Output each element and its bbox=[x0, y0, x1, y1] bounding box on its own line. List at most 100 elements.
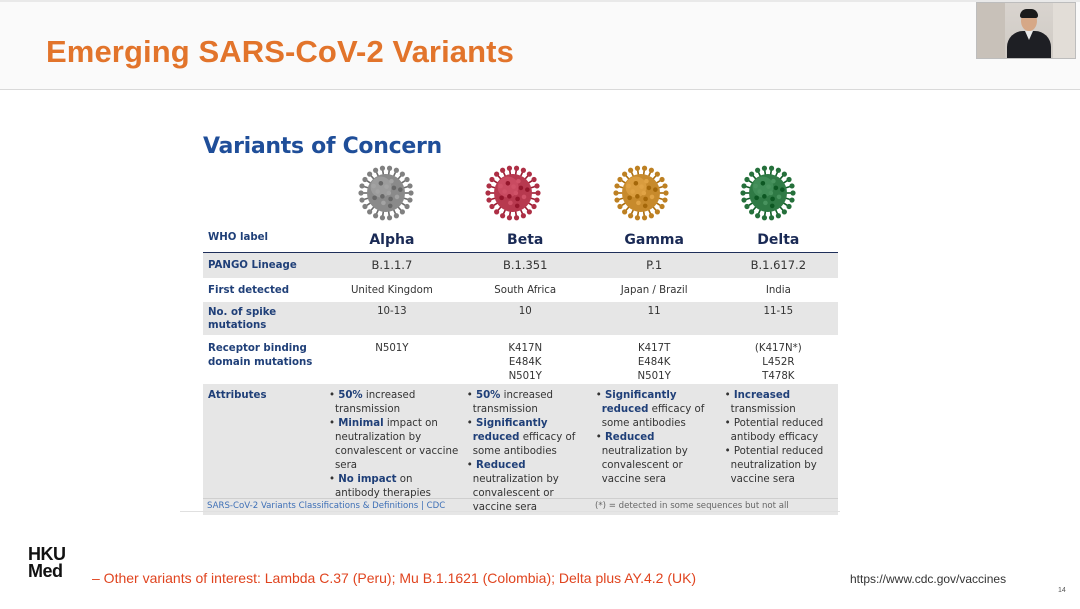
figure-footer: SARS-CoV-2 Variants Classifications & De… bbox=[203, 498, 838, 512]
rbd-gamma: K417T E484K N501Y bbox=[590, 335, 719, 384]
logo-line-1: HKU bbox=[28, 544, 66, 564]
first-detected-row: First detected United Kingdom South Afri… bbox=[203, 278, 838, 302]
first-alpha: United Kingdom bbox=[350, 284, 433, 296]
attribute-text: on antibody therapies bbox=[335, 474, 431, 499]
attribute-text: Potential reduced neutralization by vacc… bbox=[730, 446, 824, 485]
logo-line-2: Med bbox=[28, 561, 63, 581]
attribute-bullet: • No impact on antibody therapies bbox=[329, 474, 431, 499]
rbd-mutation: L452R bbox=[762, 357, 795, 368]
webcam-background-left bbox=[977, 3, 1005, 58]
attribute-bullet: • Significantly reduced efficacy of some… bbox=[595, 390, 705, 429]
spike-delta: 11-15 bbox=[718, 302, 838, 335]
rbd-delta: (K417N*) L452R T478K bbox=[719, 335, 838, 384]
title-band bbox=[0, 0, 1080, 90]
attribute-text: neutralization by convalescent or vaccin… bbox=[472, 474, 559, 513]
rbd-mutation: E484K bbox=[508, 357, 542, 368]
rbd-mutation: E484K bbox=[637, 357, 671, 368]
variants-table: WHO label Alpha Beta Gamma Delta PANGO L… bbox=[203, 224, 838, 515]
presenter-collar bbox=[1025, 31, 1033, 40]
figure-bottom-rule bbox=[180, 511, 840, 512]
presenter-hair bbox=[1020, 9, 1038, 18]
other-variants-note: – Other variants of interest: Lambda C.3… bbox=[92, 570, 697, 586]
rbd-mutation: K417N bbox=[508, 343, 543, 354]
spike-mutations-row: No. of spike mutations 10-13 10 11 11-15 bbox=[203, 302, 838, 335]
attribute-bullet: • Minimal impact on neutralization by co… bbox=[329, 418, 459, 471]
attribute-bullet: • Increased transmission bbox=[724, 390, 796, 415]
who-label-row: WHO label Alpha Beta Gamma Delta bbox=[203, 224, 838, 253]
rbd-mutations-row: Receptor binding domain mutations N501Y … bbox=[203, 335, 838, 384]
rbd-beta: K417N E484K N501Y bbox=[461, 335, 590, 384]
spike-alpha: 10-13 bbox=[323, 302, 461, 335]
attribute-text: impact on neutralization by convalescent… bbox=[335, 418, 459, 471]
attribute-emphasis: Reduced bbox=[475, 460, 526, 471]
rbd-mutation: N501Y bbox=[637, 371, 671, 382]
row-label-pango: PANGO Lineage bbox=[203, 252, 323, 278]
pango-lineage-row: PANGO Lineage B.1.1.7 B.1.351 P.1 B.1.61… bbox=[203, 252, 838, 278]
attribute-text: efficacy of some antibodies bbox=[601, 404, 705, 429]
attribute-emphasis: 50% bbox=[475, 390, 501, 401]
who-beta: Beta bbox=[460, 224, 590, 253]
beta-virus-icon bbox=[485, 165, 541, 221]
attribute-bullet: • 50% increased transmission bbox=[466, 390, 554, 415]
attribute-emphasis: Significantly reduced bbox=[472, 418, 548, 443]
attributes-beta: • 50% increased transmission • Significan… bbox=[460, 384, 590, 515]
attribute-bullet: • 50% increased transmission bbox=[329, 390, 416, 415]
row-label-first: First detected bbox=[208, 284, 290, 296]
attributes-row: Attributes • 50% increased transmission •… bbox=[203, 384, 838, 515]
rbd-mutation: K417T bbox=[637, 343, 671, 354]
cdc-source-link[interactable]: SARS-CoV-2 Variants Classifications & De… bbox=[207, 501, 446, 511]
first-gamma: Japan / Brazil bbox=[620, 284, 688, 296]
attribute-text: neutralization by convalescent or vaccin… bbox=[601, 446, 688, 485]
slide-title: Emerging SARS-CoV-2 Variants bbox=[46, 34, 514, 69]
gamma-virus-icon bbox=[613, 165, 669, 221]
attribute-emphasis: Increased bbox=[733, 390, 791, 401]
rbd-mutation: N501Y bbox=[375, 343, 409, 354]
spike-gamma: 11 bbox=[589, 302, 719, 335]
footnote: (*) = detected in some sequences but not… bbox=[595, 501, 789, 511]
attribute-emphasis: Reduced bbox=[604, 432, 655, 443]
pango-gamma: P.1 bbox=[589, 252, 719, 278]
rbd-alpha: N501Y bbox=[323, 335, 461, 384]
who-delta: Delta bbox=[718, 224, 838, 253]
attributes-delta: • Increased transmission • Potential redu… bbox=[718, 384, 838, 515]
attribute-text: transmission bbox=[730, 404, 796, 415]
attribute-bullet: • Reduced neutralization by convalescent… bbox=[466, 460, 559, 513]
who-gamma: Gamma bbox=[589, 224, 719, 253]
webcam-background-right bbox=[1053, 3, 1075, 58]
attribute-text: efficacy of some antibodies bbox=[472, 432, 576, 457]
alpha-virus-icon bbox=[358, 165, 414, 221]
attribute-bullet: • Reduced neutralization by convalescent… bbox=[595, 432, 688, 485]
attribute-emphasis: Significantly reduced bbox=[601, 390, 677, 415]
spike-beta: 10 bbox=[460, 302, 590, 335]
attribute-text: Potential reduced antibody efficacy bbox=[730, 418, 824, 443]
cdc-vaccines-url: https://www.cdc.gov/vaccines bbox=[850, 572, 1007, 586]
attribute-emphasis: Minimal bbox=[338, 418, 384, 429]
attributes-alpha: • 50% increased transmission • Minimal im… bbox=[323, 384, 461, 515]
attribute-text: increased transmission bbox=[472, 390, 554, 415]
attribute-emphasis: No impact bbox=[338, 474, 397, 485]
attribute-bullet: • Significantly reduced efficacy of some… bbox=[466, 418, 576, 457]
figure-title: Variants of Concern bbox=[203, 134, 442, 159]
hku-med-logo: HKU Med bbox=[28, 544, 66, 581]
attribute-emphasis: 50% bbox=[338, 390, 363, 401]
first-delta: India bbox=[765, 284, 791, 296]
pango-alpha: B.1.1.7 bbox=[323, 252, 461, 278]
delta-virus-icon bbox=[740, 165, 796, 221]
rbd-mutation: (K417N*) bbox=[754, 343, 802, 354]
attribute-bullet: • Potential reduced antibody efficacy bbox=[724, 418, 824, 443]
row-label-rbd: Receptor binding domain mutations bbox=[208, 343, 313, 368]
row-label-who: WHO label bbox=[203, 224, 323, 253]
window-top-edge bbox=[0, 0, 1080, 2]
rbd-mutation: N501Y bbox=[508, 371, 542, 382]
pango-beta: B.1.351 bbox=[460, 252, 590, 278]
row-label-spike: No. of spike mutations bbox=[203, 302, 323, 335]
attribute-text: increased transmission bbox=[335, 390, 416, 415]
who-alpha: Alpha bbox=[323, 224, 461, 253]
pango-delta: B.1.617.2 bbox=[718, 252, 838, 278]
attributes-gamma: • Significantly reduced efficacy of some… bbox=[589, 384, 719, 515]
page-number: 14 bbox=[1058, 587, 1066, 594]
rbd-mutation: T478K bbox=[762, 371, 795, 382]
row-label-attr: Attributes bbox=[203, 384, 323, 515]
presenter-webcam-thumbnail[interactable] bbox=[976, 2, 1076, 59]
